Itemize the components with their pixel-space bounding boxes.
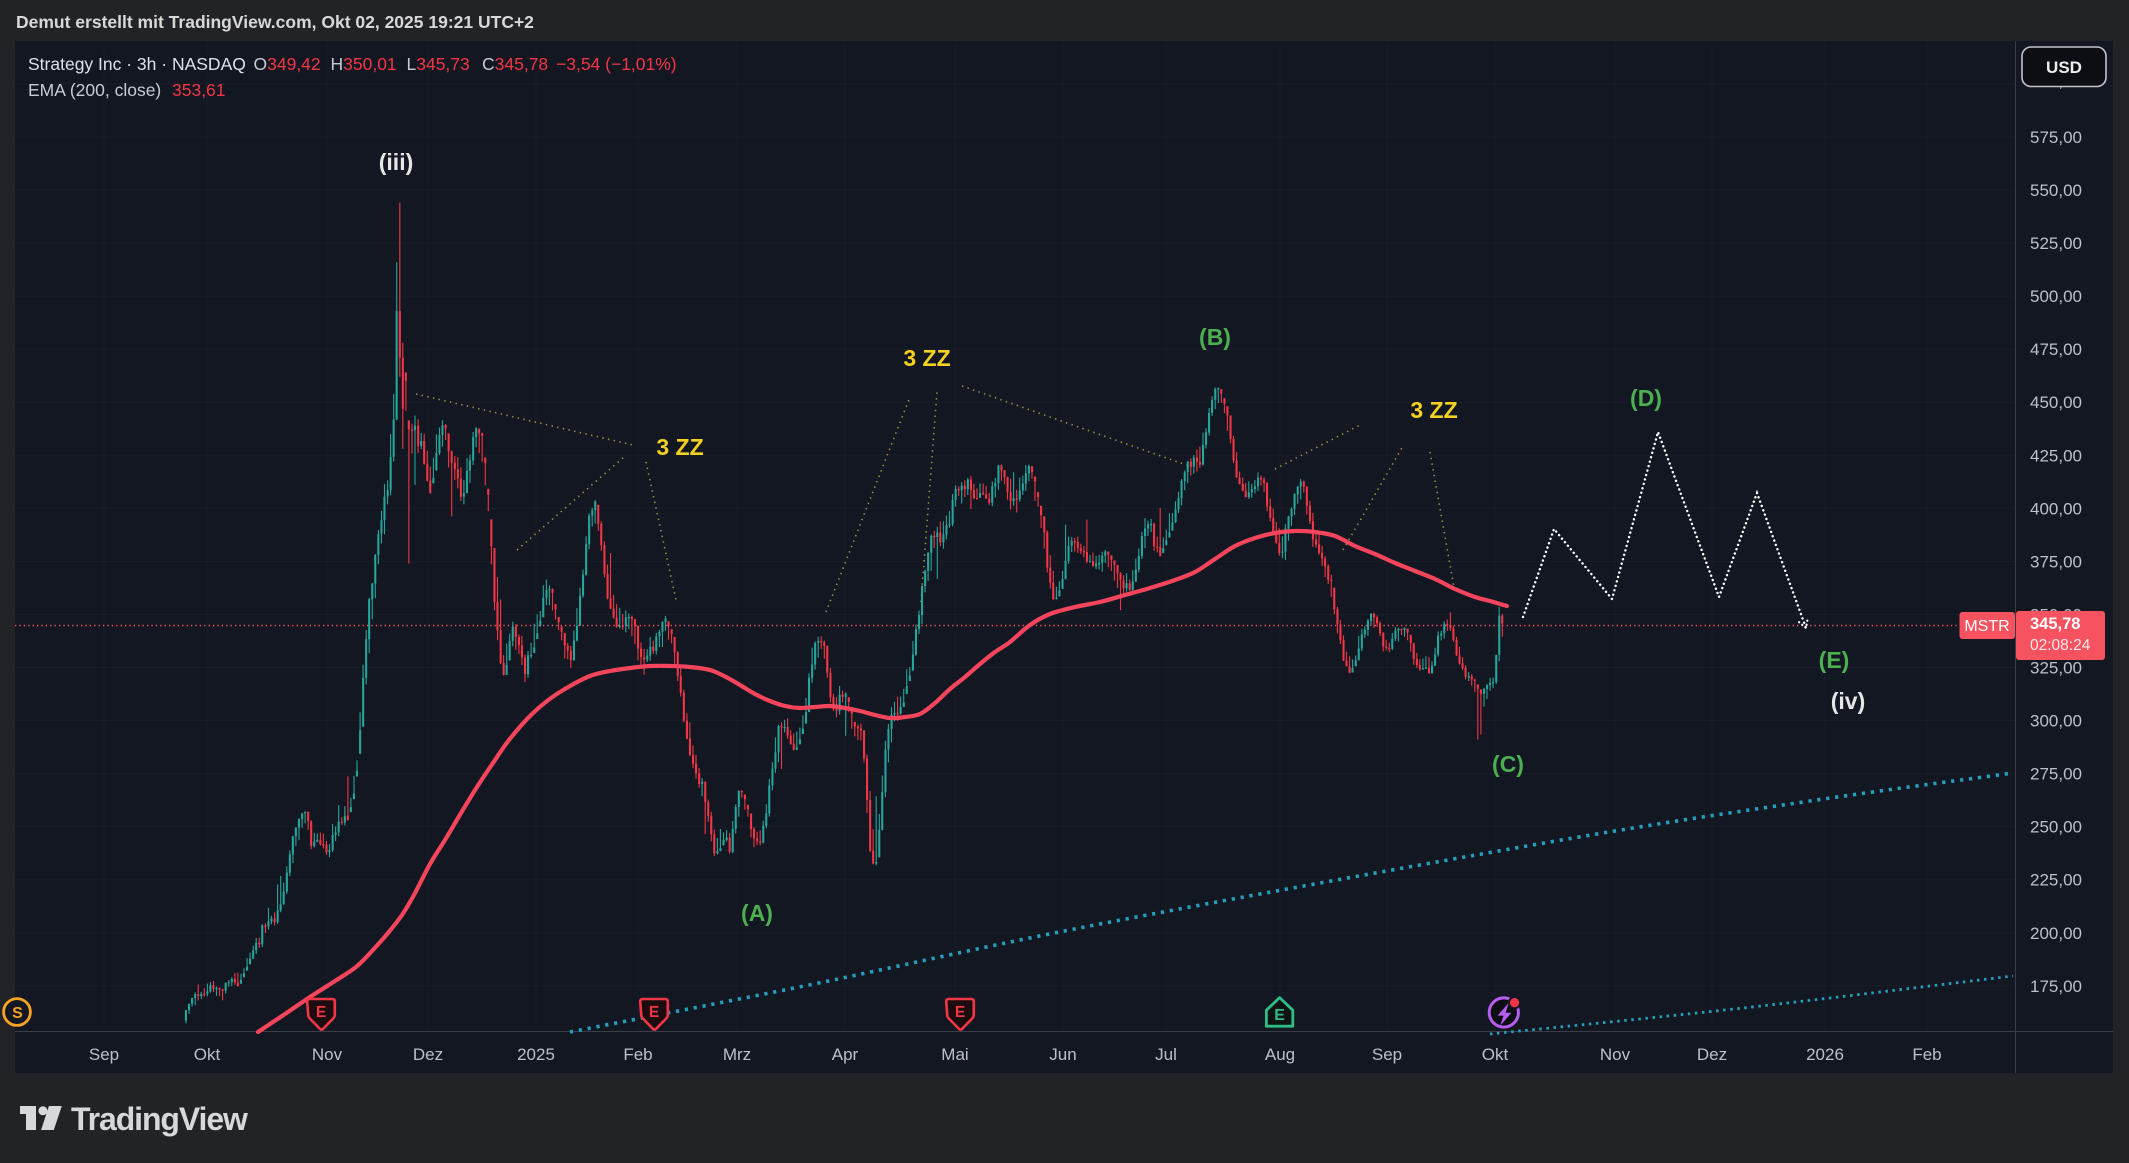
svg-text:Mrz: Mrz — [723, 1045, 751, 1064]
svg-text:Sep: Sep — [89, 1045, 119, 1064]
svg-text:Dez: Dez — [1697, 1045, 1727, 1064]
svg-text:MSTR: MSTR — [1964, 618, 2009, 635]
svg-text:E: E — [316, 1004, 326, 1021]
svg-text:500,00: 500,00 — [2030, 287, 2082, 306]
svg-text:E: E — [955, 1004, 965, 1021]
svg-text:EMA (200, close): EMA (200, close) — [28, 80, 161, 100]
svg-text:550,00: 550,00 — [2030, 181, 2082, 200]
svg-text:325,00: 325,00 — [2030, 659, 2082, 678]
svg-text:200,00: 200,00 — [2030, 924, 2082, 943]
svg-text:Apr: Apr — [832, 1045, 859, 1064]
svg-text:575,00: 575,00 — [2030, 128, 2082, 147]
svg-text:E: E — [1274, 1007, 1285, 1024]
svg-text:Nov: Nov — [1600, 1045, 1631, 1064]
svg-text:425,00: 425,00 — [2030, 446, 2082, 465]
svg-text:TradingView: TradingView — [71, 1101, 248, 1137]
svg-text:E: E — [649, 1004, 659, 1021]
svg-text:400,00: 400,00 — [2030, 499, 2082, 518]
svg-text:Dez: Dez — [413, 1045, 443, 1064]
svg-text:450,00: 450,00 — [2030, 393, 2082, 412]
svg-text:250,00: 250,00 — [2030, 818, 2082, 837]
svg-text:(D): (D) — [1630, 385, 1662, 411]
svg-text:USD: USD — [2046, 58, 2082, 77]
svg-text:Feb: Feb — [623, 1045, 652, 1064]
svg-text:02:08:24: 02:08:24 — [2030, 637, 2091, 654]
svg-text:(B): (B) — [1199, 324, 1231, 350]
svg-text:Mai: Mai — [941, 1045, 968, 1064]
svg-text:353,61: 353,61 — [172, 80, 226, 100]
svg-text:Okt: Okt — [194, 1045, 221, 1064]
svg-text:2025: 2025 — [517, 1045, 555, 1064]
svg-text:Strategy Inc · 3h · NASDAQ: Strategy Inc · 3h · NASDAQ — [28, 54, 246, 74]
svg-text:175,00: 175,00 — [2030, 977, 2082, 996]
svg-text:Nov: Nov — [312, 1045, 343, 1064]
svg-text:3 ZZ: 3 ZZ — [656, 434, 703, 460]
svg-text:475,00: 475,00 — [2030, 340, 2082, 359]
svg-text:Aug: Aug — [1265, 1045, 1295, 1064]
svg-text:Sep: Sep — [1372, 1045, 1402, 1064]
svg-text:345,78: 345,78 — [2030, 615, 2080, 633]
svg-text:Jun: Jun — [1049, 1045, 1076, 1064]
svg-text:(iii): (iii) — [379, 149, 414, 175]
svg-text:(iv): (iv) — [1831, 688, 1866, 714]
svg-text:Okt: Okt — [1482, 1045, 1509, 1064]
svg-text:275,00: 275,00 — [2030, 765, 2082, 784]
svg-text:(C): (C) — [1492, 751, 1524, 777]
svg-text:2026: 2026 — [1806, 1045, 1844, 1064]
svg-text:3 ZZ: 3 ZZ — [903, 345, 950, 371]
svg-text:525,00: 525,00 — [2030, 234, 2082, 253]
svg-text:Jul: Jul — [1155, 1045, 1177, 1064]
svg-text:300,00: 300,00 — [2030, 712, 2082, 731]
svg-text:(E): (E) — [1819, 647, 1850, 673]
svg-text:Demut erstellt mit TradingView: Demut erstellt mit TradingView.com, Okt … — [16, 12, 534, 32]
svg-text:(A): (A) — [741, 900, 773, 926]
svg-text:3 ZZ: 3 ZZ — [1410, 397, 1457, 423]
svg-text:Feb: Feb — [1912, 1045, 1941, 1064]
svg-text:S: S — [12, 1005, 23, 1022]
svg-text:225,00: 225,00 — [2030, 871, 2082, 890]
svg-text:375,00: 375,00 — [2030, 552, 2082, 571]
